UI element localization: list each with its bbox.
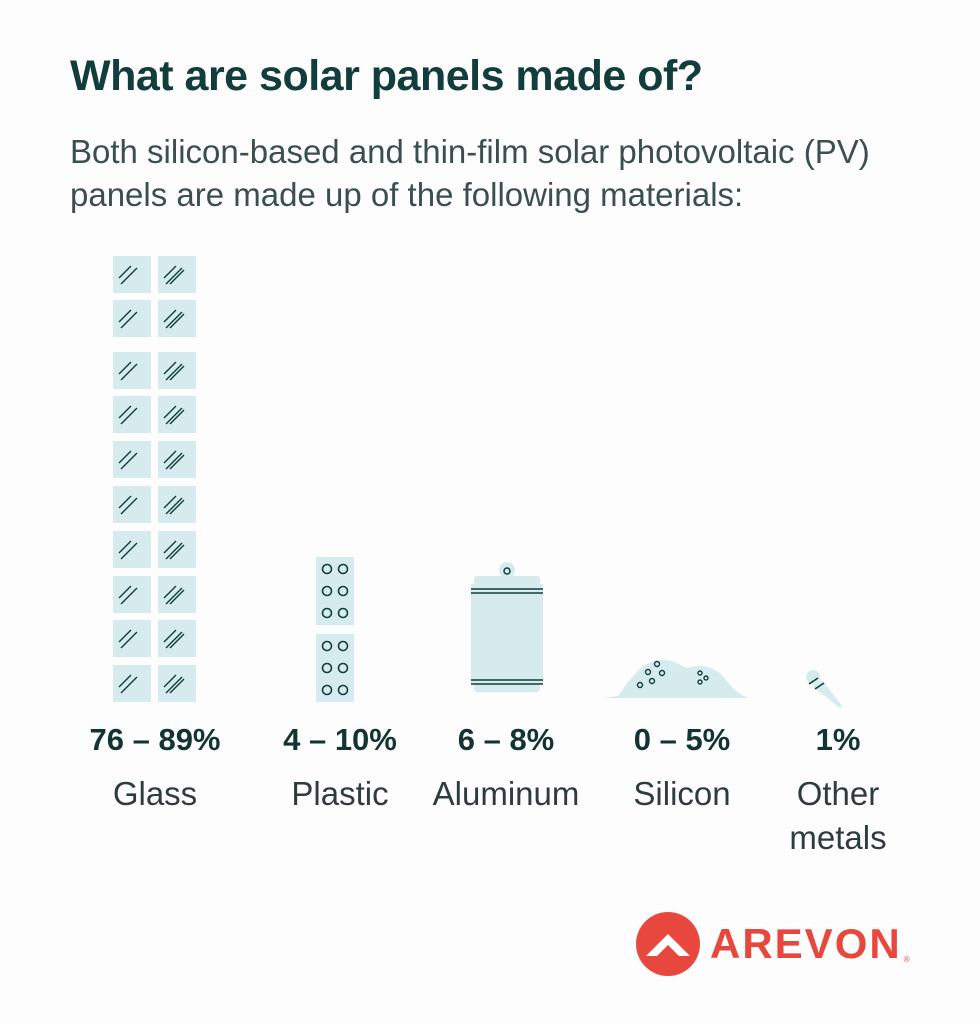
plastic-pellets-icon [316, 557, 354, 702]
other-metals-percent: 1% [815, 722, 861, 757]
aluminum-label: Aluminum [432, 775, 580, 812]
glass-percent: 76 – 89% [89, 722, 221, 757]
aluminum-percent: 6 – 8% [457, 722, 555, 757]
arevon-logo-text: AREVON [710, 920, 902, 967]
arevon-logo: AREVON ® [636, 912, 910, 976]
page-title: What are solar panels made of? [70, 52, 703, 100]
plastic-label: Plastic [291, 775, 389, 812]
silicon-percent: 0 – 5% [633, 722, 731, 757]
glass-label: Glass [112, 775, 198, 812]
arevon-logo-icon [636, 912, 700, 976]
material-glass: 76 – 89% Glass [70, 722, 240, 816]
registered-mark: ® [903, 955, 910, 964]
material-other-metals: 1% Other metals [772, 722, 904, 860]
other-metals-label: Other metals [789, 775, 887, 856]
aluminum-can-icon [471, 562, 543, 692]
silicon-label: Silicon [633, 775, 731, 812]
material-aluminum: 6 – 8% Aluminum [420, 722, 592, 816]
silicon-pile-icon [602, 659, 748, 698]
material-plastic: 4 – 10% Plastic [262, 722, 418, 816]
material-silicon: 0 – 5% Silicon [600, 722, 764, 816]
glass-panes-icon [113, 256, 196, 702]
plastic-percent: 4 – 10% [283, 722, 397, 757]
metal-nail-icon [806, 670, 842, 708]
page-subtitle: Both silicon-based and thin-film solar p… [70, 133, 870, 213]
